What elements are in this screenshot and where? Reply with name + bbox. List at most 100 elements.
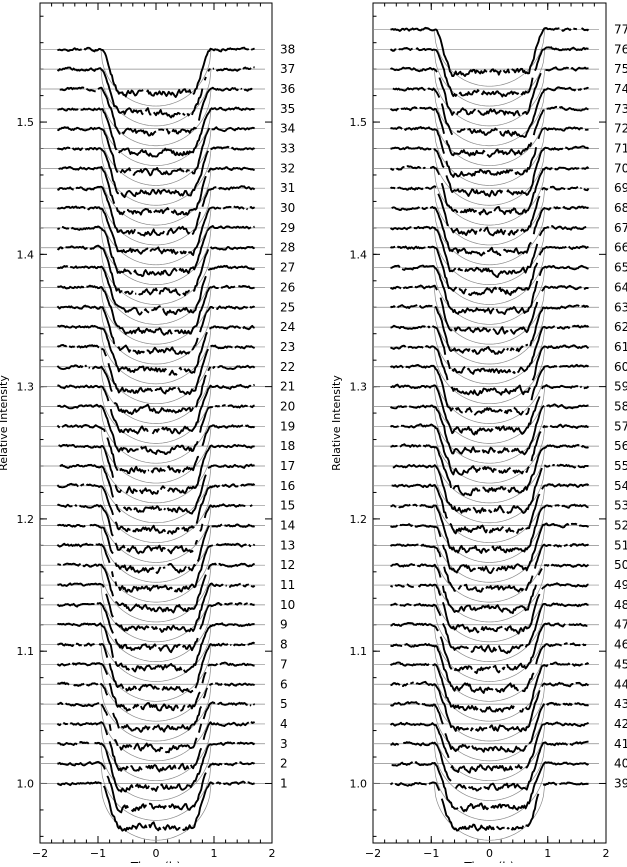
- left-curve-label-27: 27: [280, 261, 295, 275]
- right-curve-label-55: 55: [614, 459, 627, 473]
- right-curve-label-43: 43: [614, 697, 627, 711]
- left-model-curve-11: [100, 585, 212, 643]
- left-light-curve-12: [57, 562, 255, 614]
- right-model-curve-59: [433, 386, 546, 444]
- right-curve-label-57: 57: [614, 419, 627, 433]
- right-curve-label-49: 49: [614, 578, 627, 592]
- right-y-tick-label: 1.3: [350, 381, 368, 394]
- left-curve-label-16: 16: [280, 479, 295, 493]
- left-y-tick-label: 1.1: [17, 645, 35, 658]
- left-model-curve-13: [100, 545, 212, 603]
- left-model-curve-36: [100, 88, 212, 147]
- left-light-curve-25: [56, 304, 256, 355]
- right-curve-label-53: 53: [614, 499, 627, 513]
- left-curve-label-30: 30: [280, 201, 295, 215]
- right-model-curve-75: [433, 69, 546, 127]
- left-light-curve-10: [56, 602, 255, 654]
- left-model-curve-2: [100, 763, 212, 821]
- left-model-curve-25: [100, 307, 212, 365]
- left-model-curve-30: [100, 208, 212, 266]
- left-curve-label-2: 2: [280, 757, 288, 771]
- right-model-curve-61: [433, 346, 546, 405]
- left-y-tick-label: 1.3: [17, 381, 35, 394]
- left-curve-label-12: 12: [280, 558, 295, 572]
- right-model-curve-39: [433, 783, 546, 841]
- left-model-curve-17: [100, 465, 212, 524]
- left-light-curve-16: [56, 482, 256, 535]
- right-model-curve-46: [433, 644, 546, 702]
- left-model-curve-7: [100, 664, 212, 722]
- right-light-curve-52: [390, 522, 590, 575]
- left-curve-label-34: 34: [280, 122, 295, 136]
- right-curve-label-50: 50: [614, 558, 627, 572]
- right-light-curve-48: [389, 602, 589, 655]
- right-light-curve-53: [390, 503, 589, 554]
- left-curve-label-4: 4: [280, 717, 288, 731]
- right-model-curve-56: [433, 446, 546, 504]
- right-light-curve-76: [389, 46, 589, 98]
- right-curve-label-75: 75: [614, 62, 627, 76]
- right-model-curve-54: [433, 485, 546, 543]
- left-curve-label-29: 29: [280, 221, 295, 235]
- left-curve-label-10: 10: [280, 598, 295, 612]
- left-model-curve-10: [100, 604, 212, 662]
- left-light-curve-37: [56, 66, 255, 119]
- right-x-tick-label: 0: [486, 847, 493, 860]
- left-y-tick-label: 1.4: [17, 248, 35, 261]
- right-curve-label-67: 67: [614, 221, 627, 235]
- left-model-curve-24: [100, 327, 212, 385]
- right-model-curve-48: [433, 604, 546, 662]
- right-x-tick-label: −2: [365, 847, 381, 860]
- left-light-curve-4: [56, 721, 256, 773]
- right-x-tick-label: 1: [544, 847, 551, 860]
- left-model-curve-15: [100, 505, 212, 563]
- right-curve-label-54: 54: [614, 479, 627, 493]
- left-curve-label-36: 36: [280, 82, 295, 96]
- left-light-curve-34: [56, 126, 256, 177]
- left-light-curve-26: [56, 284, 255, 336]
- left-light-curve-21: [57, 383, 255, 435]
- left-curve-label-9: 9: [280, 618, 288, 632]
- left-curve-label-35: 35: [280, 102, 295, 116]
- right-light-curve-68: [391, 205, 590, 257]
- right-model-curve-57: [433, 426, 546, 484]
- right-light-curve-59: [390, 383, 590, 436]
- left-model-curve-12: [100, 565, 212, 623]
- left-light-curve-14: [57, 523, 256, 575]
- right-model-curve-73: [433, 108, 546, 166]
- right-x-tick-label: 2: [603, 847, 610, 860]
- right-model-curve-43: [433, 704, 546, 762]
- left-curve-label-5: 5: [280, 697, 288, 711]
- right-model-curve-67: [433, 227, 546, 285]
- right-model-curve-58: [433, 406, 546, 464]
- right-light-curve-70: [389, 165, 590, 216]
- right-model-curve-55: [433, 465, 546, 524]
- right-light-curve-45: [389, 661, 590, 713]
- right-model-curve-76: [433, 49, 546, 107]
- left-model-curve-23: [100, 346, 212, 405]
- right-y-tick-label: 1.1: [350, 645, 368, 658]
- right-curve-label-69: 69: [614, 181, 627, 195]
- right-curve-label-45: 45: [614, 657, 627, 671]
- left-light-curve-6: [57, 681, 255, 733]
- left-curve-label-14: 14: [280, 519, 295, 533]
- left-model-curve-22: [100, 366, 212, 424]
- right-y-axis-title: Relative Intensity: [330, 375, 343, 471]
- left-light-curve-30: [56, 205, 256, 257]
- left-curve-label-32: 32: [280, 161, 295, 175]
- left-curve-label-31: 31: [280, 181, 295, 195]
- right-light-curve-63: [389, 304, 590, 355]
- right-light-curve-74: [392, 86, 589, 138]
- right-light-curve-71: [390, 145, 590, 198]
- right-light-curve-39: [389, 781, 589, 832]
- left-y-axis-title: Relative Intensity: [0, 375, 10, 471]
- right-model-curve-53: [433, 505, 546, 563]
- right-curve-label-51: 51: [614, 538, 627, 552]
- left-light-curve-23: [56, 343, 256, 396]
- left-x-tick-label: 0: [153, 847, 160, 860]
- left-curve-label-6: 6: [280, 677, 288, 691]
- left-y-tick-label: 1.0: [17, 777, 35, 790]
- left-model-curve-9: [100, 624, 212, 682]
